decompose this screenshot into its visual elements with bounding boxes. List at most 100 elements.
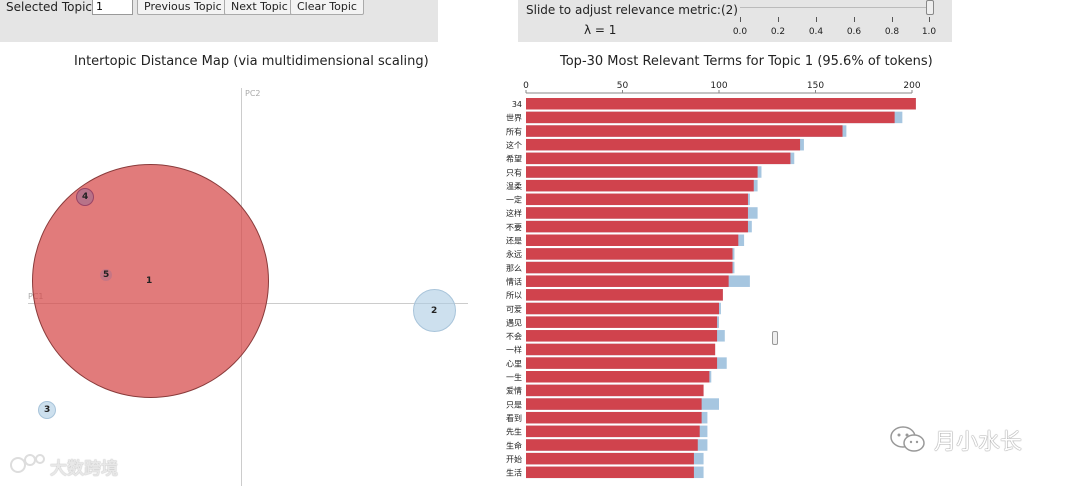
selected-topic-label: Selected Topic: (6, 0, 97, 14)
next-topic-button[interactable]: Next Topic (224, 0, 295, 15)
topic-label-4: 4 (82, 192, 89, 202)
bar-topic (526, 398, 702, 410)
term-label: 情话 (506, 276, 522, 286)
bar-topic (526, 98, 916, 110)
term-label: 生命 (506, 440, 522, 450)
terms-chart-title: Top-30 Most Relevant Terms for Topic 1 (… (560, 54, 933, 69)
term-label: 先生 (506, 427, 522, 437)
x-axis-tick-label: 150 (807, 81, 824, 91)
bar-topic (526, 138, 801, 151)
bar-topic (526, 179, 754, 192)
bar-topic (526, 302, 719, 315)
bar-topic (526, 316, 718, 328)
slider-tick-label: 1.0 (921, 27, 937, 37)
lambda-value: λ = 1 (584, 23, 617, 37)
topic-label-1: 1 (146, 276, 153, 286)
topic-circle-1[interactable] (32, 164, 269, 398)
term-label: 心里 (506, 359, 522, 368)
bar-topic (526, 207, 748, 219)
bar-topic (526, 384, 704, 397)
watermark-left: 大数跨境 (50, 459, 118, 479)
slider-tick-label: 0.0 (732, 27, 748, 37)
x-axis-tick-label: 100 (710, 81, 727, 91)
x-axis-tick-label: 0 (523, 81, 529, 91)
topic-label-5: 5 (103, 270, 110, 280)
topic-circle-2[interactable] (413, 289, 456, 332)
topic-label-2: 2 (431, 306, 438, 316)
bar-topic (526, 152, 791, 165)
slider-tick (816, 17, 817, 22)
drag-handle-icon[interactable] (772, 331, 778, 345)
topic-circle-5[interactable] (100, 269, 112, 281)
bar-topic (526, 466, 694, 479)
term-label: 一样 (506, 345, 522, 355)
wechat-icon (888, 424, 928, 454)
map-title: Intertopic Distance Map (via multidimens… (74, 54, 429, 69)
topic-circle-3[interactable] (38, 401, 56, 419)
term-label: 34 (512, 100, 522, 109)
x-axis-tick-label: 50 (617, 81, 629, 91)
bar-topic (526, 425, 700, 438)
slider-tick-label: 0.8 (884, 27, 900, 37)
term-label: 希望 (506, 154, 522, 164)
relevance-slider-thumb[interactable] (926, 0, 934, 15)
slider-tick-label: 0.6 (846, 27, 862, 37)
bar-topic (526, 275, 729, 287)
relevance-slider-track[interactable] (740, 7, 929, 8)
term-label: 这个 (506, 140, 522, 150)
term-label: 开始 (506, 454, 522, 464)
term-label: 那么 (506, 264, 522, 273)
slider-tick-label: 0.2 (770, 27, 786, 37)
term-label: 所有 (506, 126, 522, 136)
term-label: 遇见 (506, 318, 522, 327)
pc2-label: PC2 (245, 89, 261, 98)
slider-tick (778, 17, 779, 22)
topic-circle-4[interactable] (76, 188, 94, 206)
term-label: 一定 (506, 195, 522, 205)
term-label: 看到 (506, 414, 522, 423)
term-label: 不要 (506, 223, 522, 232)
bar-topic (526, 248, 733, 260)
clear-topic-button[interactable]: Clear Topic (290, 0, 364, 15)
bar-topic (526, 166, 758, 178)
topic-controls: Selected Topic: Previous Topic Next Topi… (0, 0, 438, 42)
term-label: 不会 (506, 331, 522, 341)
bar-topic (526, 111, 895, 124)
bar-topic (526, 357, 718, 369)
bar-topic (526, 439, 698, 451)
term-label: 所以 (506, 290, 522, 300)
relevance-slider-panel: Slide to adjust relevance metric:(2) λ =… (518, 0, 952, 42)
term-label: 爱情 (506, 386, 522, 396)
watermark-logo-icon (8, 452, 48, 476)
selected-topic-input[interactable] (92, 0, 133, 15)
bar-topic (526, 411, 702, 424)
term-label: 永远 (506, 249, 522, 259)
slider-tick (892, 17, 893, 22)
bar-topic (526, 261, 733, 274)
term-label: 可爱 (506, 305, 522, 314)
bar-topic (526, 125, 843, 137)
term-label: 这样 (506, 208, 522, 218)
bar-topic (526, 330, 718, 342)
term-label: 生活 (506, 468, 522, 478)
bar-topic (526, 220, 748, 233)
relevance-slider-label: Slide to adjust relevance metric:(2) (526, 3, 738, 17)
bar-topic (526, 193, 748, 206)
slider-tick (854, 17, 855, 22)
bar-topic (526, 371, 710, 383)
previous-topic-button[interactable]: Previous Topic (137, 0, 229, 15)
term-label: 只是 (506, 400, 522, 409)
bar-topic (526, 343, 716, 356)
term-label: 只有 (506, 167, 522, 177)
topic-label-3: 3 (44, 405, 51, 415)
slider-tick-label: 0.4 (808, 27, 824, 37)
slider-tick (740, 17, 741, 22)
term-label: 还是 (506, 236, 522, 246)
term-label: 温柔 (506, 181, 522, 191)
x-axis-tick-label: 200 (903, 81, 920, 91)
term-label: 世界 (506, 113, 522, 123)
bar-topic (526, 234, 739, 246)
term-label: 一生 (506, 372, 522, 382)
bar-topic (526, 289, 723, 301)
